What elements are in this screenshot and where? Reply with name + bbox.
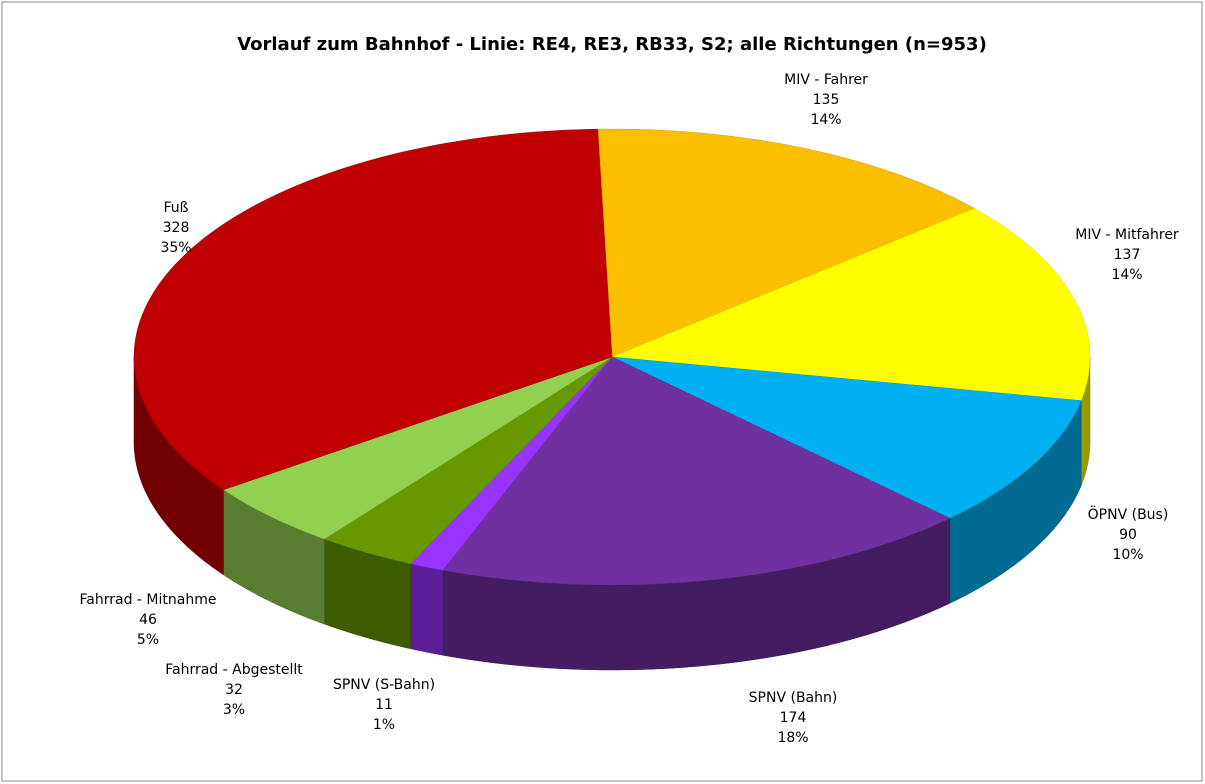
data-label-name: ÖPNV (Bus) xyxy=(1088,505,1169,523)
slice xyxy=(133,128,613,491)
slice-side xyxy=(410,563,443,656)
data-label-percent: 35% xyxy=(160,240,191,256)
data-label-value: 135 xyxy=(813,92,840,108)
data-label-percent: 10% xyxy=(1112,547,1143,563)
slice xyxy=(611,356,1082,519)
slice xyxy=(611,207,1091,401)
data-label-name: Fuß xyxy=(164,200,189,216)
data-label-percent: 14% xyxy=(810,112,841,128)
data-label-value: 90 xyxy=(1119,527,1137,543)
slice xyxy=(442,356,951,586)
data-label-percent: 1% xyxy=(373,717,395,733)
data-label-name: MIV - Mitfahrer xyxy=(1075,227,1179,243)
data-label-value: 137 xyxy=(1114,247,1141,263)
chart-title: Vorlauf zum Bahnhof - Linie: RE4, RE3, R… xyxy=(237,34,987,55)
data-label-value: 46 xyxy=(139,612,157,628)
data-label-percent: 14% xyxy=(1111,267,1142,283)
data-label-name: SPNV (S-Bahn) xyxy=(333,677,435,693)
slice xyxy=(597,128,975,358)
data-label-name: MIV - Fahrer xyxy=(784,72,868,88)
data-label-name: SPNV (Bahn) xyxy=(749,690,838,706)
data-label-value: 11 xyxy=(375,697,393,713)
data-label-percent: 18% xyxy=(777,730,808,746)
data-label-value: 174 xyxy=(780,710,807,726)
data-label-value: 328 xyxy=(163,220,190,236)
data-label-percent: 3% xyxy=(223,702,245,718)
data-label-name: Fahrrad - Abgestellt xyxy=(165,662,303,678)
data-label-value: 32 xyxy=(225,682,243,698)
data-label-percent: 5% xyxy=(137,632,159,648)
data-label-name: Fahrrad - Mitnahme xyxy=(80,592,217,608)
